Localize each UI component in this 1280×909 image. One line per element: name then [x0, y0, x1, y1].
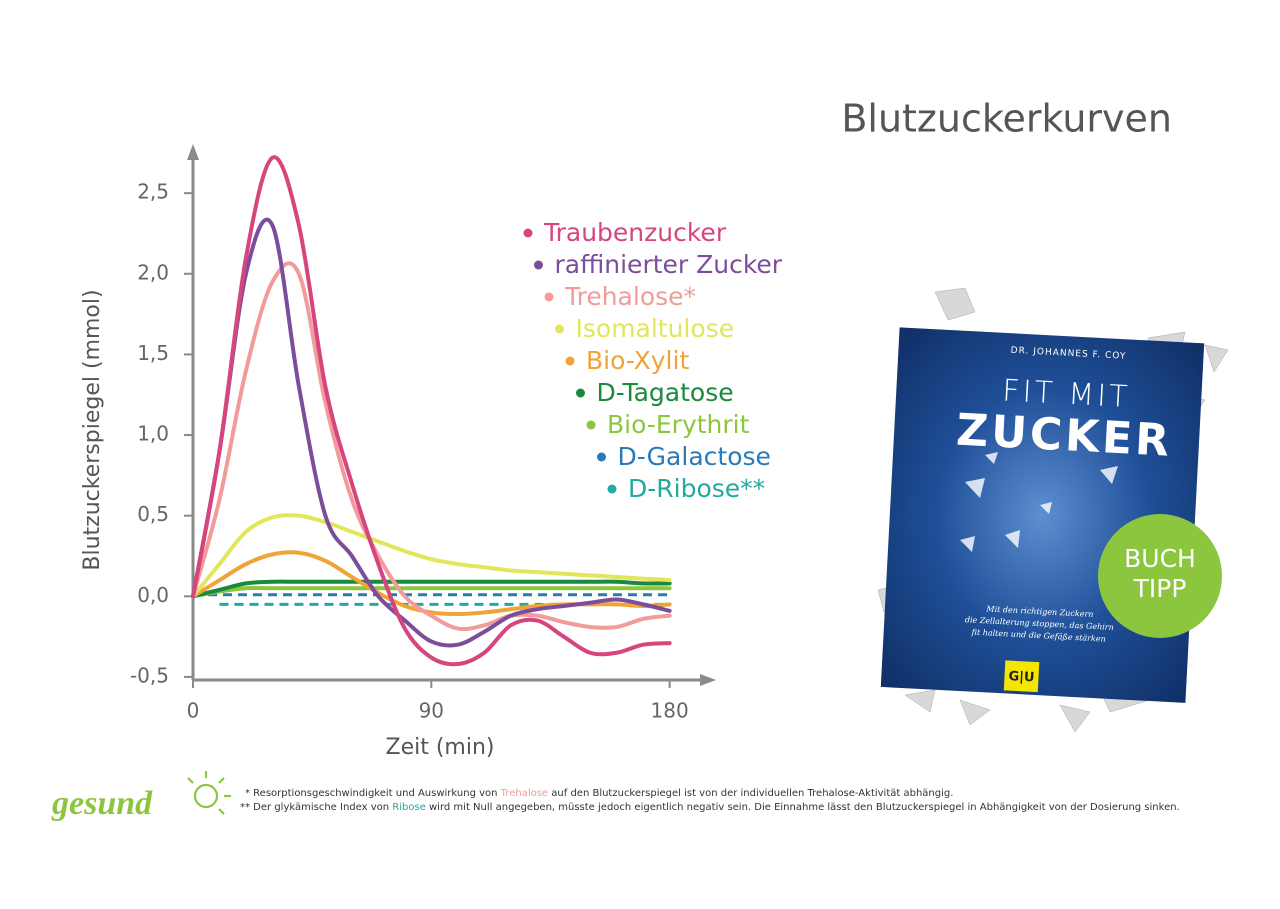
badge: [1098, 514, 1222, 638]
legend-marker: [565, 356, 575, 366]
legend-label: raffinierter Zucker: [555, 250, 783, 279]
footnote-text: ** Der glykämische Index von: [240, 802, 392, 813]
legend-marker: [544, 292, 554, 302]
legend-marker: [607, 484, 617, 494]
footnote-text: wird mit Null angegeben, müsste jedoch e…: [426, 802, 1180, 813]
footnote: * Resorptionsgeschwindigkeit und Auswirk…: [245, 788, 953, 799]
badge-text: BUCH: [1124, 544, 1196, 573]
series-line: [191, 513, 672, 599]
y-tick-label: 2,5: [137, 180, 169, 204]
footnote-highlight: Trehalose: [500, 788, 548, 799]
series-line: [191, 217, 672, 648]
footnote: ** Der glykämische Index von Ribose wird…: [240, 802, 1180, 813]
series-line: [191, 261, 672, 632]
legend-marker: [576, 388, 585, 398]
footnote-text: auf den Blutzuckerspiegel ist von der in…: [548, 788, 953, 799]
publisher: G|U: [1008, 669, 1035, 685]
book: DR. JOHANNES F. COY FIT MIT ZUCKER Mit d…: [877, 287, 1229, 733]
x-tick-label: 0: [187, 699, 200, 723]
series-line: [191, 586, 672, 599]
x-tick-label: 180: [651, 699, 689, 723]
y-tick-label: 0,5: [137, 502, 169, 526]
y-tick-label: -0,5: [130, 663, 169, 687]
y-tick-label: 2,0: [137, 260, 169, 284]
legend-marker: [534, 260, 543, 270]
footnote-highlight: Ribose: [392, 802, 426, 813]
series-line: [191, 155, 672, 667]
x-tick-label: 90: [419, 699, 444, 723]
x-axis-arrow: [700, 674, 716, 686]
y-axis-label: Blutzuckerspiegel (mmol): [80, 289, 105, 570]
plot: -0,5 0,0 0,5 1,0 1,5 2,0 2,5 0 90 180: [130, 144, 716, 723]
publisher-logo: [1003, 660, 1040, 693]
legend-label: Bio-Xylit: [586, 346, 689, 375]
legend-label: D-Galactose: [618, 442, 771, 471]
book-title-1: FIT MIT: [1002, 373, 1132, 415]
footnote-text: * Resorptionsgeschwindigkeit und Auswirk…: [245, 788, 501, 799]
legend-label: Bio-Erythrit: [607, 410, 750, 439]
legend-label: Traubenzucker: [543, 218, 727, 247]
legend-marker: [555, 324, 564, 334]
logo-sun: [187, 771, 231, 815]
legend-label: D-Ribose**: [628, 474, 765, 503]
series-line: [191, 579, 672, 599]
legend-marker: [523, 228, 533, 238]
legend: Traubenzucker raffinierter Zucker Trehalos…: [523, 218, 783, 503]
y-axis-arrow: [187, 144, 199, 160]
y-tick-label: 1,0: [137, 422, 169, 446]
legend-label: D-Tagatose: [597, 378, 734, 407]
badge-text: TIPP: [1133, 574, 1187, 603]
legend-label: Trehalose*: [564, 282, 696, 311]
y-tick-label: 0,0: [137, 583, 169, 607]
legend-label: Isomaltulose: [576, 314, 735, 343]
y-tick-label: 1,5: [137, 341, 169, 365]
legend-marker: [597, 452, 606, 462]
chart-title: Blutzuckerkurven: [841, 97, 1172, 141]
x-axis-label: Zeit (min): [386, 735, 495, 760]
legend-marker: [586, 420, 596, 430]
logo: gesund: [51, 785, 153, 822]
